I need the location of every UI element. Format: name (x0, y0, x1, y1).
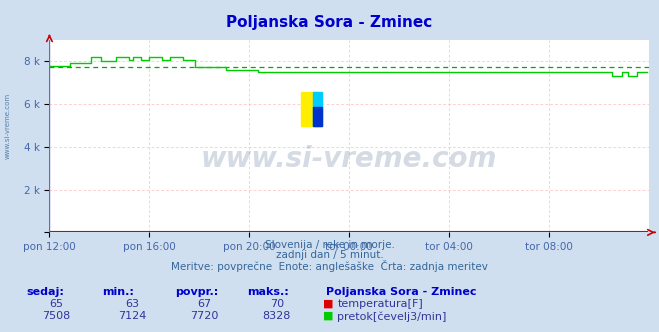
Text: Slovenija / reke in morje.: Slovenija / reke in morje. (264, 240, 395, 250)
Text: 70: 70 (270, 299, 284, 309)
Text: www.si-vreme.com: www.si-vreme.com (201, 145, 498, 173)
Text: 7720: 7720 (190, 311, 219, 321)
Text: 7124: 7124 (117, 311, 146, 321)
Text: ■: ■ (323, 310, 333, 320)
Text: maks.:: maks.: (247, 287, 289, 297)
Bar (313, 92, 322, 126)
Text: Poljanska Sora - Zminec: Poljanska Sora - Zminec (326, 287, 476, 297)
Text: min.:: min.: (102, 287, 134, 297)
Text: povpr.:: povpr.: (175, 287, 218, 297)
Text: Poljanska Sora - Zminec: Poljanska Sora - Zminec (227, 15, 432, 30)
Text: www.si-vreme.com: www.si-vreme.com (5, 93, 11, 159)
Bar (313, 107, 322, 126)
Text: pretok[čevelj3/min]: pretok[čevelj3/min] (337, 311, 447, 322)
Bar (301, 92, 318, 126)
Text: temperatura[F]: temperatura[F] (337, 299, 423, 309)
Text: 67: 67 (197, 299, 212, 309)
Text: 7508: 7508 (42, 311, 70, 321)
Text: Meritve: povprečne  Enote: anglešaške  Črta: zadnja meritev: Meritve: povprečne Enote: anglešaške Črt… (171, 260, 488, 272)
Text: ■: ■ (323, 298, 333, 308)
Text: sedaj:: sedaj: (26, 287, 64, 297)
Text: 65: 65 (49, 299, 63, 309)
Text: 63: 63 (125, 299, 139, 309)
Text: 8328: 8328 (262, 311, 291, 321)
Text: zadnji dan / 5 minut.: zadnji dan / 5 minut. (275, 250, 384, 260)
